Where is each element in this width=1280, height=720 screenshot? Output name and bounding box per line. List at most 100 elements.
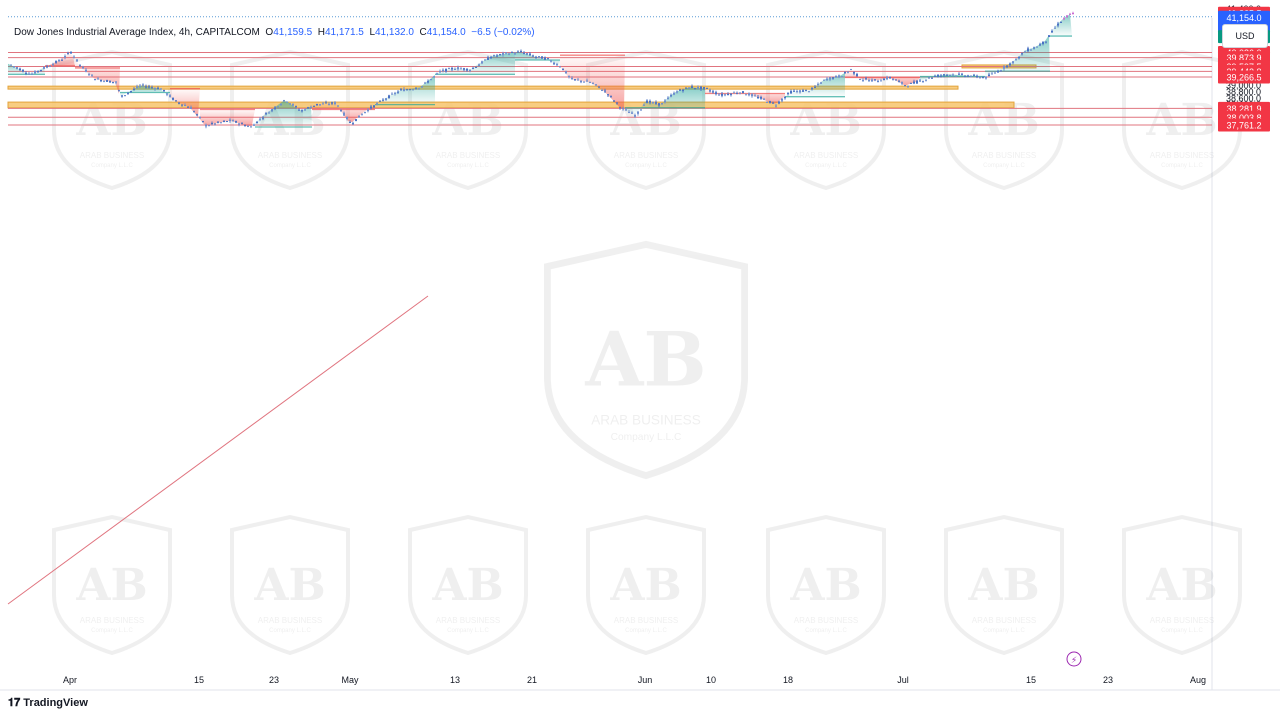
candle-body[interactable]	[1006, 65, 1008, 68]
candle-body[interactable]	[481, 61, 483, 64]
candle-body[interactable]	[385, 98, 387, 100]
candle-body[interactable]	[901, 82, 903, 84]
candle-body[interactable]	[25, 72, 27, 74]
support-zone[interactable]	[7, 85, 959, 90]
candle-body[interactable]	[217, 121, 219, 123]
candle-body[interactable]	[307, 107, 309, 109]
candle-body[interactable]	[607, 94, 609, 96]
candle-body[interactable]	[106, 80, 108, 82]
candle-body[interactable]	[586, 80, 588, 82]
candle-body[interactable]	[637, 111, 639, 114]
candle-body[interactable]	[952, 74, 954, 76]
candle-body[interactable]	[703, 87, 705, 89]
candle-body[interactable]	[121, 95, 123, 98]
candle-body[interactable]	[10, 64, 12, 66]
candle-body[interactable]	[997, 71, 999, 73]
candle-body[interactable]	[169, 95, 171, 97]
candle-body[interactable]	[85, 69, 87, 72]
candle-body[interactable]	[151, 87, 153, 89]
candle-body[interactable]	[904, 85, 906, 87]
candle-body[interactable]	[382, 99, 384, 101]
candle-body[interactable]	[298, 109, 300, 111]
candle-body[interactable]	[340, 110, 342, 112]
candle-body[interactable]	[1030, 49, 1032, 51]
candle-body[interactable]	[139, 85, 141, 87]
candle-body[interactable]	[430, 79, 432, 81]
candle-body[interactable]	[709, 90, 711, 92]
candle-body[interactable]	[1015, 58, 1017, 60]
candle-body[interactable]	[910, 82, 912, 84]
candle-body[interactable]	[979, 77, 981, 79]
candle-body[interactable]	[547, 58, 549, 60]
candle-body[interactable]	[895, 79, 897, 81]
candle-body[interactable]	[388, 95, 390, 99]
candle-body[interactable]	[721, 93, 723, 96]
candle-body[interactable]	[40, 69, 42, 71]
candle-body[interactable]	[370, 106, 372, 109]
candle-body[interactable]	[265, 113, 267, 115]
candle-body[interactable]	[91, 74, 93, 76]
candle-body[interactable]	[1027, 48, 1029, 52]
candle-body[interactable]	[352, 123, 354, 125]
candle-body[interactable]	[46, 66, 48, 68]
candle-body[interactable]	[541, 56, 543, 59]
candle-body[interactable]	[484, 59, 486, 61]
candle-body[interactable]	[898, 80, 900, 82]
candle-body[interactable]	[736, 93, 738, 95]
candle-body[interactable]	[262, 117, 264, 119]
candle-body[interactable]	[649, 100, 651, 103]
candle-body[interactable]	[868, 80, 870, 82]
candle-body[interactable]	[727, 93, 729, 96]
candle-body[interactable]	[1039, 44, 1041, 46]
candle-body[interactable]	[763, 98, 765, 100]
candle-body[interactable]	[1000, 70, 1002, 72]
candle-body[interactable]	[1072, 12, 1074, 14]
candle-body[interactable]	[907, 86, 909, 88]
candle-body[interactable]	[874, 79, 876, 81]
candle-body[interactable]	[130, 91, 132, 93]
candle-body[interactable]	[652, 101, 654, 103]
candle-body[interactable]	[538, 56, 540, 58]
candle-body[interactable]	[790, 91, 792, 94]
candle-body[interactable]	[856, 73, 858, 77]
candle-body[interactable]	[256, 121, 258, 124]
candle-body[interactable]	[670, 95, 672, 97]
candle-body[interactable]	[829, 77, 831, 80]
candle-body[interactable]	[454, 68, 456, 70]
candle-body[interactable]	[163, 89, 165, 92]
candle-body[interactable]	[343, 112, 345, 116]
candle-body[interactable]	[508, 53, 510, 55]
candle-body[interactable]	[781, 99, 783, 101]
candle-body[interactable]	[1012, 61, 1014, 64]
candle-body[interactable]	[793, 90, 795, 92]
candle-body[interactable]	[349, 122, 351, 124]
candle-body[interactable]	[238, 123, 240, 125]
candle-body[interactable]	[253, 124, 255, 126]
candle-body[interactable]	[202, 120, 204, 123]
candle-body[interactable]	[826, 78, 828, 81]
candle-body[interactable]	[436, 73, 438, 75]
candle-body[interactable]	[478, 64, 480, 66]
candle-body[interactable]	[733, 92, 735, 94]
candle-body[interactable]	[208, 125, 210, 127]
candle-body[interactable]	[976, 75, 978, 78]
candle-body[interactable]	[439, 71, 441, 73]
candle-body[interactable]	[934, 75, 936, 77]
candle-body[interactable]	[769, 100, 771, 104]
candle-body[interactable]	[748, 93, 750, 96]
candle-body[interactable]	[568, 75, 570, 77]
candle-body[interactable]	[973, 74, 975, 76]
candle-body[interactable]	[1066, 15, 1068, 17]
event-lightning-icon[interactable]	[1066, 651, 1082, 667]
candle-body[interactable]	[97, 78, 99, 80]
candle-body[interactable]	[754, 95, 756, 97]
candle-body[interactable]	[160, 88, 162, 90]
candle-body[interactable]	[166, 93, 168, 95]
candle-body[interactable]	[259, 118, 261, 120]
candle-body[interactable]	[877, 81, 879, 83]
candle-body[interactable]	[193, 111, 195, 113]
candle-body[interactable]	[679, 89, 681, 91]
candle-body[interactable]	[31, 73, 33, 75]
candle-body[interactable]	[712, 91, 714, 93]
